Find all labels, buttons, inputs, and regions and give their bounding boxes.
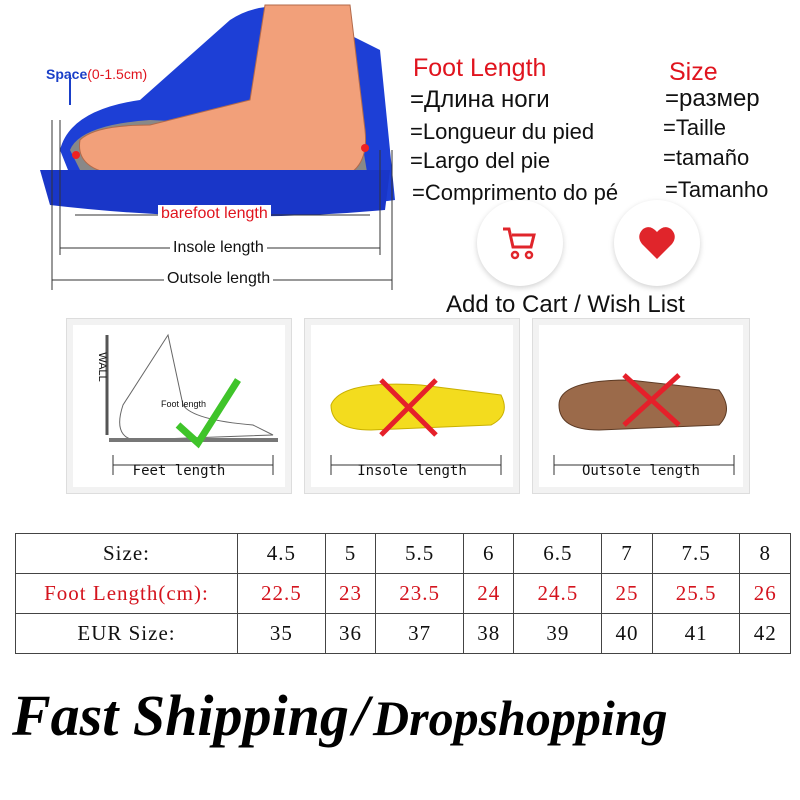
outsole-illustration	[553, 373, 735, 475]
size-table: Size: 4.5 5 5.5 6 6.5 7 7.5 8 Foot Length(cm): …	[15, 533, 791, 654]
foot-length-cell: 25	[601, 573, 653, 614]
size-row: Size: 4.5 5 5.5 6 6.5 7 7.5 8	[15, 533, 791, 574]
outsole-length-label: Outsole length	[581, 463, 700, 479]
wish-list-button[interactable]	[614, 200, 700, 286]
panel-feet-length: WALL Foot length Feet length	[66, 318, 292, 494]
foot-length-cell: 24	[463, 573, 515, 614]
fast-shipping-text: Fast Shipping	[12, 683, 349, 748]
size-pt: =Tamanho	[665, 177, 769, 202]
foot-diagram: Space(0-1.5cm) barefoot length Insole le…	[0, 0, 400, 300]
foot-length-ru: =Длина ноги	[410, 86, 550, 113]
add-to-cart-button[interactable]	[477, 200, 563, 286]
size-es: =tamaño	[663, 145, 750, 170]
size-cell: 8	[739, 533, 791, 574]
size-cell: 5	[324, 533, 377, 574]
size-cell: 4.5	[237, 533, 326, 574]
add-to-cart-wish-list-label: Add to Cart / Wish List	[446, 291, 685, 318]
foot-length-row: Foot Length(cm): 22.5 23 23.5 24 24.5 25 25.5 2…	[15, 573, 791, 614]
wall-label: WALL	[95, 352, 108, 382]
panel-insole-length: Insole length	[304, 318, 520, 494]
foot-length-cell: 24.5	[513, 573, 603, 614]
foot-length-es: =Largo del pie	[410, 148, 551, 173]
foot-length-fr: =Longueur du pied	[410, 119, 595, 144]
insole-illustration	[330, 378, 505, 475]
eur-size-row: EUR Size: 35 36 37 38 39 40 41 42	[15, 613, 791, 654]
foot-length-cell: 23	[324, 573, 377, 614]
cart-icon	[503, 227, 536, 260]
eur-size-cell: 42	[739, 613, 791, 654]
size-row-label: Size:	[15, 533, 238, 574]
size-fr: =Taille	[663, 115, 726, 140]
size-title: Size	[669, 58, 718, 86]
foot-measure-illustration	[105, 333, 278, 475]
dropshopping-text: Dropshopping	[373, 690, 668, 746]
size-cell: 7.5	[651, 533, 741, 574]
insole-length-label: Insole length	[357, 463, 467, 479]
outsole-length-label: Outsole length	[164, 270, 274, 288]
footer-banner: Fast Shipping / Dropshopping	[12, 682, 668, 749]
inner-foot-length-label: Foot length	[161, 399, 207, 409]
foot-length-cell: 23.5	[375, 573, 465, 614]
eur-size-cell: 41	[651, 613, 741, 654]
heart-icon	[639, 227, 675, 259]
eur-size-cell: 37	[375, 613, 465, 654]
foot-length-cell: 22.5	[237, 573, 326, 614]
foot-length-cell: 26	[739, 573, 791, 614]
size-ru: =размер	[665, 85, 760, 112]
space-range: (0-1.5cm)	[87, 66, 148, 82]
eur-size-cell: 38	[463, 613, 515, 654]
eur-size-row-label: EUR Size:	[15, 613, 238, 654]
size-cell: 6.5	[513, 533, 603, 574]
feet-length-label: Feet length	[132, 463, 226, 479]
barefoot-length-label: barefoot length	[158, 205, 271, 223]
eur-size-cell: 40	[601, 613, 653, 654]
size-cell: 7	[601, 533, 653, 574]
eur-size-cell: 39	[513, 613, 603, 654]
eur-size-cell: 35	[237, 613, 326, 654]
space-label: Space	[46, 66, 88, 82]
size-cell: 6	[463, 533, 515, 574]
separator: /	[352, 683, 369, 748]
foot-length-cell: 25.5	[651, 573, 741, 614]
insole-length-label: Insole length	[170, 239, 267, 257]
eur-size-cell: 36	[324, 613, 377, 654]
foot-length-title: Foot Length	[413, 54, 547, 82]
foot-length-row-label: Foot Length(cm):	[15, 573, 238, 614]
panel-outsole-length: Outsole length	[532, 318, 750, 494]
size-cell: 5.5	[375, 533, 465, 574]
